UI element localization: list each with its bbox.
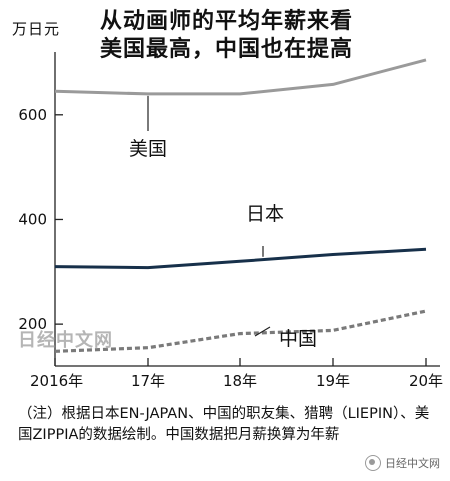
series-line-1 [54, 58, 427, 96]
x-tick-label: 19年 [316, 372, 350, 390]
brand-badge: 日经中文网 [365, 455, 440, 471]
y-axis-unit: 万日元 [12, 20, 61, 38]
y-tick-label: 200 [18, 315, 47, 333]
series-line-3 [54, 309, 427, 353]
series-label: 美国 [129, 138, 167, 160]
chart-note: （注）根据日本EN-JAPAN、中国的职友集、猎聘（LIEPIN）、美国ZIPP… [18, 406, 430, 443]
y-tick-label: 600 [18, 106, 47, 124]
x-tick-label: 20年 [409, 372, 443, 390]
series-label-leader [254, 326, 271, 337]
chart-title: 从动画师的平均年薪来看 美国最高，中国也在提高 [100, 8, 440, 64]
series-label: 中国 [279, 328, 317, 350]
watermark: 日经中文网 [18, 330, 113, 351]
x-tick-label: 2016年 [30, 372, 83, 390]
y-tick-label: 400 [18, 210, 47, 228]
chart-title-line-2: 美国最高，中国也在提高 [100, 37, 354, 62]
series-label: 日本 [246, 203, 284, 225]
x-tick-label: 18年 [223, 372, 257, 390]
brand-label: 日经中文网 [385, 457, 440, 470]
chart-title-line-1: 从动画师的平均年薪来看 [100, 9, 354, 34]
x-tick-label: 17年 [131, 372, 165, 390]
series-line-2 [54, 247, 427, 270]
wechat-icon [365, 455, 381, 471]
